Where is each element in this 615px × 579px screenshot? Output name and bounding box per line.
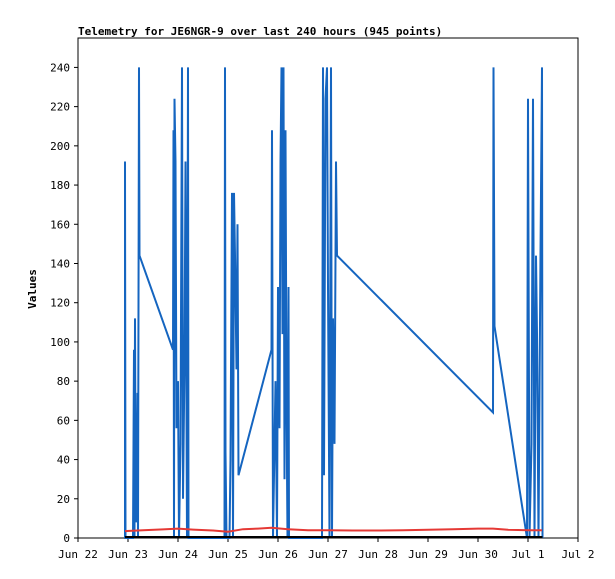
x-tick-label: Jun 25: [208, 548, 248, 561]
y-tick-label: 200: [50, 140, 70, 153]
y-tick-label: 60: [57, 414, 70, 427]
x-tick-label: Jun 27: [308, 548, 348, 561]
y-tick-label: 120: [50, 297, 70, 310]
series-layer: [124, 67, 544, 539]
x-tick-label: Jun 24: [158, 548, 198, 561]
x-tick-label: Jun 28: [358, 548, 398, 561]
y-axis-label: Values: [26, 269, 39, 309]
axes: 0 20 40 60 80 100 120 140 160 180 200 220 240 Jun 22 J…: [50, 61, 594, 561]
y-tick-label: 140: [50, 257, 70, 270]
y-tick-label: 80: [57, 375, 70, 388]
series-line-1: [124, 526, 542, 533]
x-tick-label: Jun 23: [108, 548, 148, 561]
x-tick-label: Jul 1: [511, 548, 544, 561]
y-tick-label: 160: [50, 218, 70, 231]
chart-title: Telemetry for JE6NGR-9 over last 240 hou…: [78, 25, 442, 38]
y-tick-label: 0: [63, 532, 70, 545]
y-tick-label: 40: [57, 454, 70, 467]
y-tick-label: 100: [50, 336, 70, 349]
series-line-0: [124, 67, 544, 539]
y-tick-label: 180: [50, 179, 70, 192]
x-tick-label: Jun 30: [458, 548, 498, 561]
x-tick-label: Jul 2: [561, 548, 594, 561]
y-tick-label: 240: [50, 61, 70, 74]
y-tick-label: 220: [50, 101, 70, 114]
x-tick-label: Jun 26: [258, 548, 298, 561]
y-tick-label: 20: [57, 493, 70, 506]
x-tick-label: Jun 29: [408, 548, 448, 561]
x-tick-label: Jun 22: [58, 548, 98, 561]
